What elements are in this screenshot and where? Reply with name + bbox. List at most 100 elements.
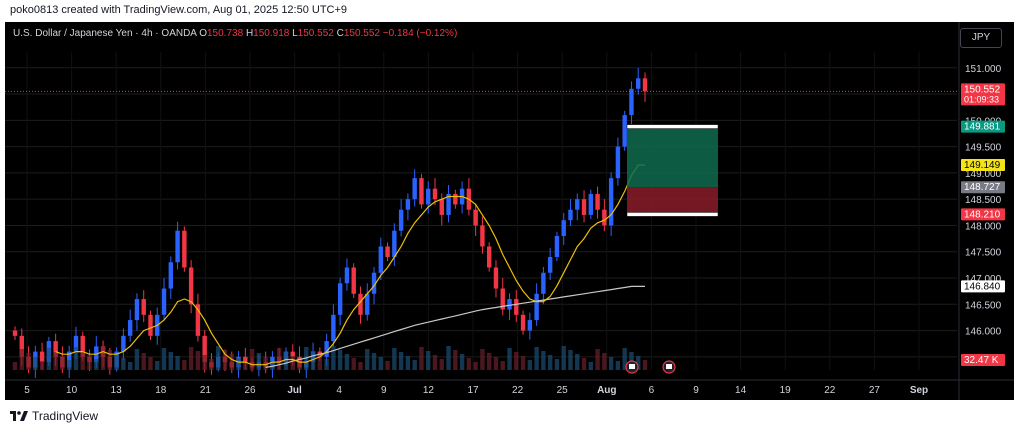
volume-bar [229, 354, 234, 370]
volume-bar [344, 354, 350, 370]
candle-body [629, 88, 634, 116]
candle-body [636, 78, 641, 89]
candle-body [127, 320, 133, 336]
take-profit-zone[interactable] [627, 126, 718, 188]
price-label-box [961, 280, 1005, 293]
candle-body [351, 267, 356, 294]
chart-panel[interactable]: 151.000150.500150.000149.500149.000148.5… [5, 22, 1014, 400]
candle-body [141, 299, 146, 315]
legend-o-value: 150.738 [207, 28, 244, 39]
price-label-box [961, 83, 1005, 106]
candle-body [588, 193, 594, 215]
volume-bar [188, 347, 194, 370]
x-tick-label: 25 [557, 385, 569, 396]
candle-body [371, 272, 377, 294]
volume-bar [256, 353, 262, 370]
volume-bar [60, 356, 65, 370]
candle-body [290, 351, 295, 357]
candle-body [148, 314, 153, 336]
take-profit-handle[interactable] [626, 124, 719, 129]
volume-bar [107, 350, 113, 370]
x-tick-label: 21 [200, 385, 212, 396]
candle-body [547, 256, 553, 273]
price-label-box [961, 181, 1005, 194]
volume-bar [94, 359, 99, 370]
candle-body [365, 293, 370, 315]
volume-bar [33, 357, 38, 370]
volume-bar [222, 350, 228, 370]
volume-bar [507, 348, 512, 370]
stop-loss-handle[interactable] [626, 212, 719, 217]
x-tick-label: 9 [381, 385, 387, 396]
bottom-bar: TradingView [0, 400, 1024, 430]
chart-legend: U.S. Dollar / Japanese Yen · 4h · OANDA … [13, 28, 457, 39]
candle-body [622, 115, 627, 147]
candle-body [175, 230, 180, 263]
candle-body [53, 341, 58, 357]
volume-bar [351, 358, 356, 370]
candle-body [534, 293, 539, 321]
y-tick-label: 147.500 [965, 248, 1002, 259]
volume-bar [114, 354, 119, 370]
volume-bar [87, 355, 92, 370]
y-tick-label: 148.000 [965, 221, 1002, 232]
candle-body [392, 230, 397, 257]
candle-body [500, 288, 505, 310]
y-tick-label: 147.000 [965, 274, 1002, 285]
volume-bar [195, 351, 201, 370]
volume-bar [541, 351, 546, 370]
volume-bar [514, 352, 519, 370]
candle-body [541, 272, 546, 294]
price-label-box [961, 120, 1005, 133]
chart-background [5, 22, 1014, 400]
volume-bar [486, 353, 492, 370]
volume-bar [439, 359, 444, 370]
volume-bar [127, 362, 133, 370]
legend-o-label: O [199, 28, 207, 39]
candle-body [432, 188, 438, 200]
volume-bar [324, 359, 329, 370]
volume-bar [575, 354, 580, 370]
candle-body [439, 199, 444, 215]
candle-body [39, 351, 45, 363]
candle-body [575, 199, 580, 210]
candle-body [412, 178, 417, 200]
legend-l-value: 150.552 [298, 28, 335, 39]
volume-bar [520, 356, 526, 370]
x-tick-label: 6 [649, 385, 655, 396]
x-tick-label: 13 [111, 385, 123, 396]
volume-bar [405, 356, 411, 370]
volume-bar [216, 346, 221, 370]
volume-bar [182, 360, 187, 370]
x-tick-label: 9 [693, 385, 699, 396]
volume-bar [412, 360, 417, 370]
stop-loss-zone[interactable] [627, 187, 718, 215]
tradingview-logo-icon [10, 411, 28, 421]
candle-body [453, 193, 458, 205]
tradingview-logo[interactable]: TradingView [10, 409, 98, 423]
candle-body [561, 220, 566, 236]
volume-bar [243, 362, 248, 370]
candle-body [134, 299, 140, 321]
candle-body [405, 199, 411, 210]
currency-button[interactable]: JPY [960, 28, 1002, 48]
x-tick-label: 10 [66, 385, 78, 396]
y-tick-label: 146.500 [965, 300, 1002, 311]
volume-bar [480, 349, 485, 370]
price-label: 148.727 [964, 182, 1001, 193]
volume-bar [236, 358, 241, 370]
candle-body [608, 178, 614, 226]
legend-symbol: U.S. Dollar / Japanese Yen · 4h · OANDA [13, 28, 197, 39]
candle-body [344, 267, 350, 284]
candle-body [188, 267, 194, 305]
candle-body [554, 235, 560, 257]
price-chart[interactable]: 151.000150.500150.000149.500149.000148.5… [5, 22, 1014, 400]
candle-body [615, 146, 621, 179]
volume-bar [270, 361, 275, 370]
volume-bar [46, 348, 52, 370]
volume-bar [317, 355, 323, 370]
price-label: 149.149 [964, 160, 1001, 171]
volume-bar [453, 350, 458, 370]
legend-h-value: 150.918 [253, 28, 290, 39]
volume-bar [500, 361, 505, 370]
